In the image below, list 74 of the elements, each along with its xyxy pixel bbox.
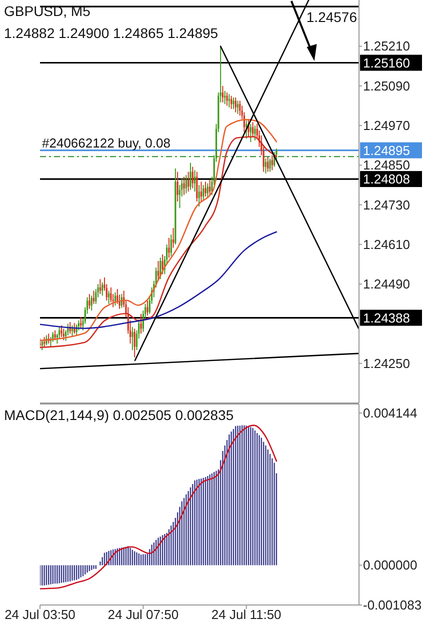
candlestick xyxy=(108,290,110,304)
candlestick xyxy=(228,94,230,108)
candlestick xyxy=(204,181,206,198)
candlestick xyxy=(239,100,241,116)
candlestick xyxy=(90,295,92,312)
candlestick xyxy=(110,286,112,303)
candlestick xyxy=(254,125,256,141)
candlestick xyxy=(71,324,74,338)
x-tick-label: 24 Jul 11:50 xyxy=(211,607,282,622)
candlestick xyxy=(188,171,190,192)
candlestick xyxy=(162,254,164,275)
candlestick xyxy=(209,180,211,196)
y-tick-label: 1.24610 xyxy=(363,236,410,252)
candlestick xyxy=(140,313,142,334)
candlestick xyxy=(176,171,178,202)
candlestick xyxy=(74,322,76,334)
candlestick xyxy=(250,123,252,143)
candlestick xyxy=(264,158,267,174)
candlestick xyxy=(190,162,192,190)
candlestick xyxy=(183,176,185,196)
y-tick-label: 1.25210 xyxy=(363,38,410,54)
y-tick-label: 1.24490 xyxy=(363,276,410,292)
candlestick xyxy=(202,184,204,200)
annotation: 1.24576 xyxy=(306,9,358,25)
text: 1.24882 1.24900 1.24865 1.24895 xyxy=(4,25,218,41)
candlestick xyxy=(269,158,271,172)
candlestick xyxy=(146,300,148,316)
candlestick xyxy=(198,184,200,207)
candlestick xyxy=(232,96,234,110)
y-tick-label: -0.001083 xyxy=(363,598,422,612)
candlestick xyxy=(206,182,208,199)
candlestick xyxy=(157,260,160,282)
candlestick xyxy=(92,290,95,304)
candlestick xyxy=(271,154,273,171)
candlestick xyxy=(60,324,62,338)
x-tick-label: 24 Jul 07:50 xyxy=(108,607,179,622)
ref-line-label: 1.24895 xyxy=(363,142,410,158)
ref-line-label: #240662122 buy, 0.08 xyxy=(42,136,170,151)
candlestick xyxy=(194,170,196,192)
y-tick-label: 1.24970 xyxy=(363,118,410,134)
candlestick xyxy=(168,237,170,258)
candlestick xyxy=(62,328,64,341)
candlestick xyxy=(172,227,174,248)
candlestick xyxy=(185,174,187,194)
candlestick xyxy=(78,320,80,331)
candlestick xyxy=(222,85,224,103)
y-tick-label: 0.000000 xyxy=(363,558,418,573)
candlestick xyxy=(234,96,236,113)
y-tick-label: 1.25090 xyxy=(363,78,410,94)
candlestick xyxy=(192,166,194,189)
y-tick-label: 1.24730 xyxy=(363,197,410,212)
y-tick-label: 1.24850 xyxy=(363,158,410,173)
candlestick xyxy=(200,181,202,202)
chart-title: GBPUSD, M5 xyxy=(4,3,91,19)
ref-line-label: 1.24388 xyxy=(363,310,410,326)
ref-line-label: 1.25160 xyxy=(363,55,410,70)
chart-title: MACD(21,144,9) 0.002505 0.002835 xyxy=(4,407,234,423)
candlestick xyxy=(267,156,269,172)
y-tick-label: 0.004144 xyxy=(363,406,418,421)
candlestick xyxy=(230,95,232,110)
candlestick xyxy=(114,292,116,306)
candlestick xyxy=(236,100,239,114)
candlestick xyxy=(102,282,104,296)
candlestick xyxy=(170,234,172,257)
candlestick xyxy=(80,316,82,330)
y-tick-label: 1.24250 xyxy=(363,356,410,371)
candlestick xyxy=(134,328,136,358)
candlestick xyxy=(196,171,198,202)
ref-line-label: 1.24808 xyxy=(363,172,410,187)
x-tick-label: 24 Jul 03:50 xyxy=(4,607,76,622)
candlestick xyxy=(226,92,228,106)
candlestick xyxy=(58,326,60,340)
candlestick xyxy=(88,293,90,310)
candlestick xyxy=(132,326,134,351)
